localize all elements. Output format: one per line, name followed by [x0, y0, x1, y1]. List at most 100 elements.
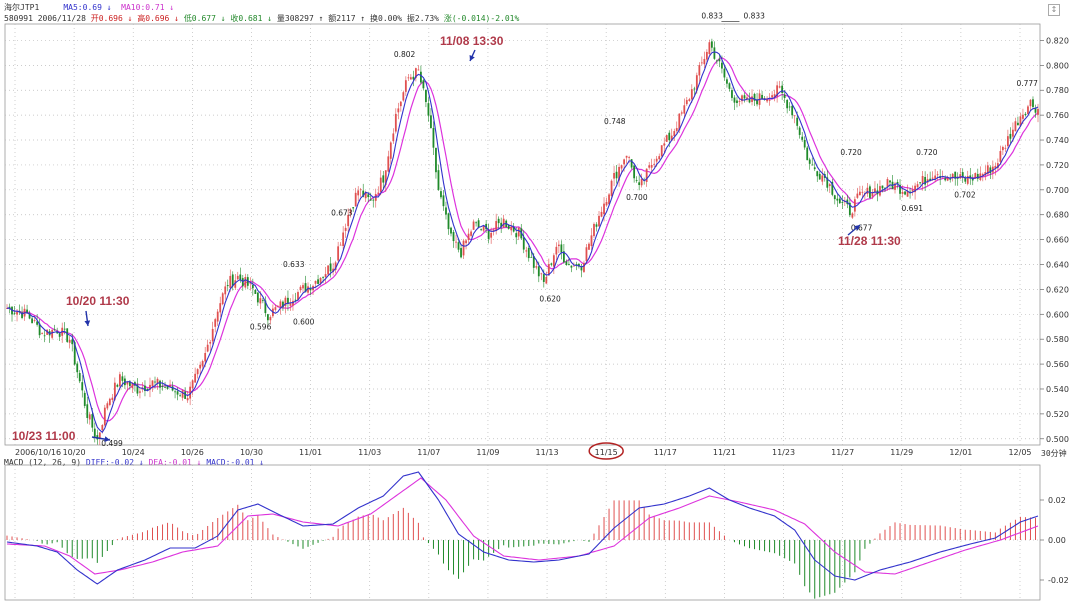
candle-body [833, 195, 836, 200]
candle-body [98, 432, 101, 439]
price-tick-label: 0.820 [1046, 36, 1069, 45]
candle-body [1027, 106, 1029, 115]
price-value-label: 0.720 [840, 148, 862, 157]
candle-body [154, 381, 156, 383]
price-value-label: 0.600 [293, 317, 315, 326]
candle-body [959, 174, 962, 179]
candle-body [76, 363, 79, 373]
candle-body [26, 309, 28, 314]
candle-body [71, 339, 74, 345]
price-value-label: 0.499 [101, 439, 123, 448]
candle-body [149, 384, 151, 390]
macd-readout: MACD:-0.01 ↓ [206, 458, 265, 467]
candle-body [635, 179, 638, 181]
candle-body [224, 286, 227, 295]
candle-body [266, 314, 269, 321]
candle-body [595, 224, 598, 227]
candle-body [101, 425, 104, 431]
candle-body [337, 246, 340, 261]
candle-body [761, 94, 763, 100]
change-readout: 涨(-0.014)-2.01% [443, 14, 520, 23]
candle-body [414, 68, 417, 78]
candle-body [552, 255, 555, 267]
candle-body [78, 372, 81, 382]
candle-body [811, 164, 814, 166]
candle-body [588, 243, 590, 250]
candle-body [319, 277, 322, 284]
candle-body [372, 199, 375, 201]
candle-body [450, 227, 452, 234]
candle-body [530, 256, 533, 258]
candle-body [781, 85, 784, 93]
macd-header: MACD (12, 26, 9) DIFF:-0.02 ↓ DEA:-0.01 … [4, 458, 264, 467]
candle-body [43, 335, 46, 337]
candle-body [1022, 114, 1024, 119]
candle-body [277, 306, 279, 307]
candle-body [856, 193, 859, 198]
annotation-label: 10/23 11:00 [12, 429, 76, 443]
candle-body [13, 312, 16, 314]
candle-body [590, 235, 593, 247]
candle-body [791, 105, 794, 116]
dea-line [6, 477, 1039, 575]
candle-body [874, 188, 876, 193]
price-value-label: 0.596 [250, 322, 272, 331]
candle-body [550, 263, 553, 265]
candle-body [693, 88, 696, 90]
candle-body [716, 60, 718, 62]
candle-body [796, 117, 799, 126]
candle-body [756, 99, 758, 105]
candle-body [605, 201, 608, 206]
time-tick-label: 11/17 [654, 448, 677, 457]
candle-body [1006, 136, 1009, 147]
candle-body [314, 280, 317, 284]
candle-body [269, 317, 272, 321]
candle-body [648, 165, 651, 168]
candle-body [821, 175, 824, 182]
candle-body [440, 191, 442, 198]
candle-body [593, 223, 595, 237]
candle-body [753, 93, 756, 101]
candle-body [783, 94, 786, 99]
candle-body [144, 385, 146, 391]
candle-body [282, 301, 284, 308]
candle-body [432, 128, 435, 148]
candle-body [334, 262, 337, 271]
price-value-label: 0.691 [902, 204, 924, 213]
candle-body [600, 211, 603, 217]
candle-body [813, 167, 816, 170]
price-tick-label: 0.620 [1046, 285, 1069, 294]
candle-body [660, 145, 663, 157]
candle-body [404, 80, 407, 92]
candle-body [525, 250, 528, 252]
candle-body [613, 173, 615, 179]
annotation-arrowhead [104, 436, 110, 442]
candle-body [66, 328, 69, 342]
time-tick-label: 12/01 [949, 448, 972, 457]
candle-body [944, 178, 947, 181]
candle-body [191, 380, 194, 389]
candle-body [828, 184, 831, 187]
candle-body [547, 264, 550, 276]
candle-body [728, 83, 731, 89]
candle-body [332, 268, 335, 272]
candle-body [562, 251, 565, 263]
candle-body [151, 380, 154, 387]
time-tick-label: 11/07 [417, 448, 440, 457]
candle-body [28, 313, 31, 319]
candle-body [801, 136, 804, 140]
candle-body [630, 159, 633, 168]
candle-body [640, 179, 643, 186]
candle-body [788, 106, 791, 108]
candle-body [36, 321, 39, 325]
candle-body [214, 319, 217, 327]
candle-body [999, 151, 1002, 162]
candle-body [680, 112, 683, 114]
candle-body [244, 277, 247, 288]
candle-body [33, 320, 36, 321]
candle-body [442, 195, 445, 207]
scroll-handle-icon[interactable]: ↕ [1048, 4, 1060, 16]
candle-body [347, 214, 350, 227]
annotation-arrowhead [84, 320, 91, 326]
candle-body [688, 99, 691, 101]
